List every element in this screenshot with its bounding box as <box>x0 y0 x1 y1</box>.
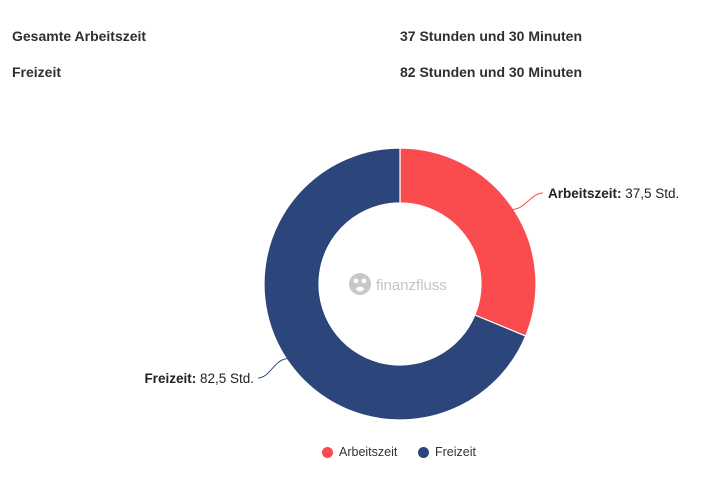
connector-line <box>257 357 289 379</box>
chart-legend: Arbeitszeit Freizeit <box>0 442 720 462</box>
legend-item-freizeit[interactable]: Freizeit <box>418 442 476 462</box>
legend-item-arbeitszeit[interactable]: Arbeitszeit <box>322 442 397 462</box>
legend-swatch <box>418 446 429 458</box>
watermark-logo: finanzfluss <box>349 273 447 295</box>
data-label-arbeitszeit: Arbeitszeit: 37,5 Std. <box>548 186 679 201</box>
data-label-freizeit: Freizeit: 82,5 Std. <box>144 371 254 386</box>
summary-row-work: Gesamte Arbeitszeit 37 Stunden und 30 Mi… <box>0 28 720 52</box>
summary-label: Freizeit <box>12 64 62 80</box>
watermark-logo-mouth <box>356 286 364 292</box>
data-label-name: Arbeitszeit: <box>548 186 622 201</box>
summary-value: 82 Stunden und 30 Minuten <box>400 64 583 80</box>
legend-label: Arbeitszeit <box>339 445 398 459</box>
legend-label: Freizeit <box>435 445 476 459</box>
watermark-logo-icon <box>349 273 371 295</box>
donut-slice-arbeitszeit[interactable] <box>399 147 537 337</box>
watermark-logo-eye <box>353 278 359 284</box>
legend-swatch <box>322 446 333 458</box>
data-label-name: Freizeit: <box>144 371 196 386</box>
connector-line <box>511 192 544 211</box>
data-label-value: 82,5 Std. <box>196 371 254 386</box>
watermark-text: finanzfluss <box>376 277 447 294</box>
watermark-logo-eye <box>361 278 367 284</box>
donut-chart: Arbeitszeit: 37,5 Std. Freizeit: 82,5 Std… <box>144 147 679 421</box>
summary-row-free: Freizeit 82 Stunden und 30 Minuten <box>0 64 720 88</box>
donut-slice-freizeit[interactable] <box>263 147 527 421</box>
summary-label: Gesamte Arbeitszeit <box>12 28 147 44</box>
summary-value: 37 Stunden und 30 Minuten <box>400 28 583 44</box>
data-label-value: 37,5 Std. <box>622 186 680 201</box>
